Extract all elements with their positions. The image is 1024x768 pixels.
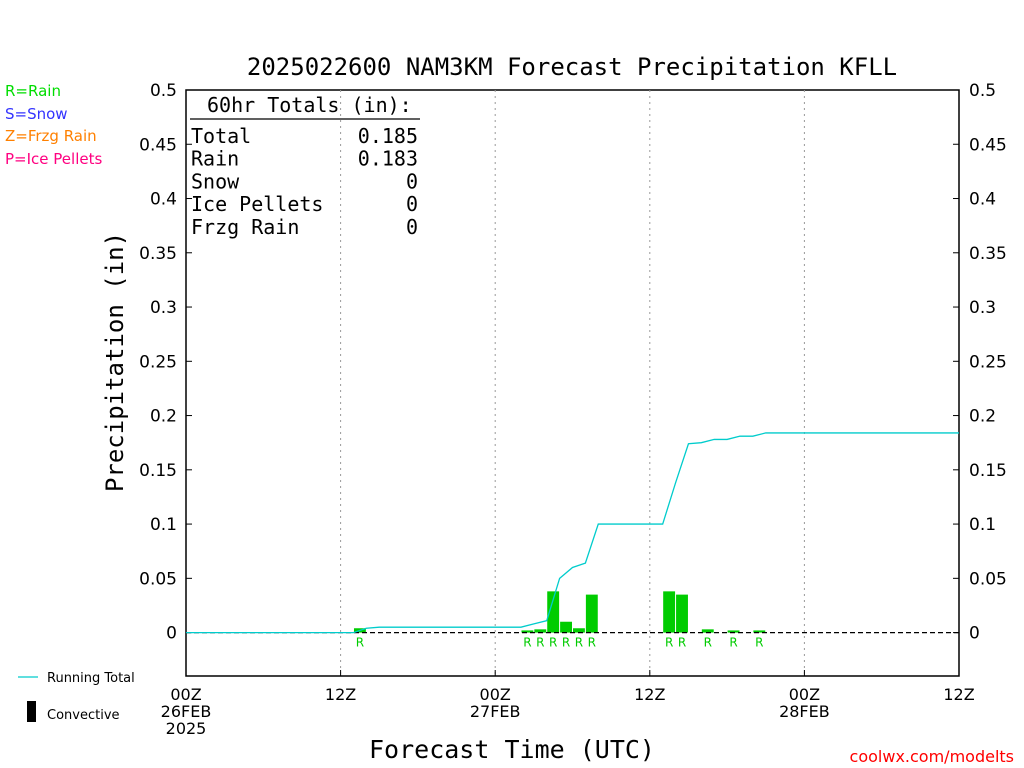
y-tick-label-right: 0.1 <box>969 515 996 535</box>
x-tick-label: 00Z <box>170 685 201 704</box>
precip-type-label: R <box>665 636 673 650</box>
hourly-precip-bars <box>353 591 766 633</box>
precip-bar <box>727 630 740 633</box>
y-tick-label-right: 0.05 <box>969 569 1007 589</box>
y-tick-label-right: 0.3 <box>969 298 996 318</box>
precip-type-legend: R=Rain S=Snow Z=Frzg Rain P=Ice Pellets <box>5 82 102 168</box>
precip-bar <box>547 591 560 633</box>
precip-bar <box>534 629 547 633</box>
y-axis-right: 0 0.05 0.1 0.15 0.2 0.25 0.3 0.35 0.4 0.45 0.5 <box>953 81 1007 644</box>
precip-bar <box>701 629 714 633</box>
legend-ice-pellets: P=Ice Pellets <box>5 150 102 168</box>
precip-type-label: R <box>575 636 583 650</box>
precip-type-label: R <box>588 636 596 650</box>
y-tick-label-left: 0 <box>166 624 177 644</box>
precip-bar <box>573 628 585 633</box>
y-tick-label-right: 0.15 <box>969 461 1007 481</box>
totals-value: 0.185 <box>358 124 418 148</box>
y-tick-label-left: 0.3 <box>150 298 177 318</box>
totals-label: Total <box>191 124 251 148</box>
chart-title: 2025022600 NAM3KM Forecast Precipitation… <box>247 53 897 81</box>
precip-type-label: R <box>562 636 570 650</box>
y-tick-label-right: 0.4 <box>969 190 996 210</box>
legend-frzg-rain: Z=Frzg Rain <box>5 127 97 145</box>
x-tick-label: 2025 <box>166 719 207 738</box>
y-tick-label-left: 0.15 <box>139 461 177 481</box>
totals-value: 0 <box>406 215 418 239</box>
y-tick-label-left: 0.45 <box>139 135 177 155</box>
y-axis-left: 0 0.05 0.1 0.15 0.2 0.25 0.3 0.35 0.4 0.45 0.5 <box>139 81 192 644</box>
precip-type-label: R <box>755 636 763 650</box>
y-tick-label-left: 0.25 <box>139 352 177 372</box>
x-tick-label: 27FEB <box>470 702 521 721</box>
precip-bar <box>560 621 572 633</box>
x-tick-label: 00Z <box>480 685 511 704</box>
y-tick-label-right: 0.5 <box>969 81 996 101</box>
legend-rain: R=Rain <box>5 82 61 100</box>
totals-value: 0.183 <box>358 147 418 171</box>
y-tick-label-right: 0.25 <box>969 352 1007 372</box>
y-tick-label-left: 0.4 <box>150 190 177 210</box>
y-tick-label-right: 0 <box>969 624 980 644</box>
plot-frame <box>185 89 960 677</box>
precip-bar <box>663 591 676 633</box>
running-total-line <box>186 432 959 634</box>
precip-bar <box>521 630 534 633</box>
totals-header: 60hr Totals (in): <box>207 93 412 117</box>
totals-value: 0 <box>406 169 418 193</box>
y-tick-label-left: 0.2 <box>150 407 177 427</box>
y-tick-label-right: 0.45 <box>969 135 1007 155</box>
y-axis-label: Precipitation (in) <box>101 232 129 492</box>
totals-label: Frzg Rain <box>191 215 299 239</box>
precip-type-label: R <box>729 636 737 650</box>
x-tick-label: 26FEB <box>161 702 212 721</box>
precip-type-label: R <box>549 636 557 650</box>
totals-label: Rain <box>191 147 239 171</box>
totals-box: 60hr Totals (in): Total 0.185 Rain 0.183 Sno… <box>190 93 420 239</box>
precip-type-label: R <box>523 636 531 650</box>
x-axis-label: Forecast Time (UTC) <box>369 735 655 764</box>
convective-swatch <box>27 701 36 722</box>
x-tick-label: 12Z <box>325 685 356 704</box>
x-tick-label: 12Z <box>634 685 665 704</box>
totals-label: Snow <box>191 169 240 193</box>
source-credit: coolwx.com/modelts <box>850 747 1014 766</box>
legend-snow: S=Snow <box>5 105 68 123</box>
y-tick-label-right: 0.2 <box>969 407 996 427</box>
precip-type-label: R <box>536 636 544 650</box>
legend-convective: Convective <box>47 708 120 723</box>
precip-type-label: R <box>678 636 686 650</box>
totals-value: 0 <box>406 192 418 216</box>
precip-type-label: R <box>704 636 712 650</box>
vertical-gridlines <box>340 90 805 676</box>
y-tick-label-right: 0.35 <box>969 244 1007 264</box>
totals-label: Ice Pellets <box>191 192 323 216</box>
y-tick-label-left: 0.05 <box>139 569 177 589</box>
precip-bar <box>753 630 766 633</box>
y-tick-label-left: 0.1 <box>150 515 177 535</box>
x-tick-label: 00Z <box>789 685 820 704</box>
y-tick-label-left: 0.5 <box>150 81 177 101</box>
precip-type-label: R <box>356 636 364 650</box>
legend-running-total: Running Total <box>47 671 135 686</box>
y-tick-label-left: 0.35 <box>139 244 177 264</box>
x-tick-label: 28FEB <box>779 702 830 721</box>
x-tick-label: 12Z <box>943 685 974 704</box>
precip-bar <box>585 594 598 633</box>
precip-bar <box>676 594 688 633</box>
bottom-legend: Running Total Convective <box>18 671 135 723</box>
